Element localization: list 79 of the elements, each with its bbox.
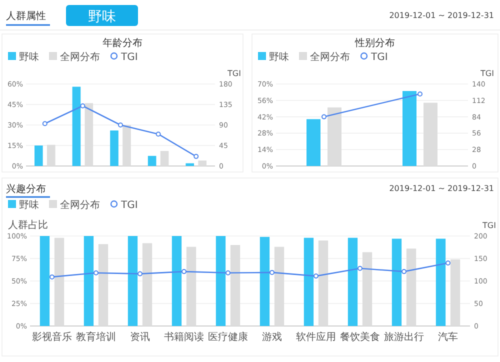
bar [142, 243, 152, 326]
bar [172, 236, 182, 326]
bar [392, 238, 402, 326]
bar [40, 236, 50, 326]
point [50, 274, 54, 280]
legend-label: 野味 [19, 51, 39, 63]
bar [46, 144, 56, 166]
legend-label: TGI [120, 52, 138, 63]
point [194, 154, 199, 159]
y2-axis-title: TGI [226, 69, 241, 78]
point [118, 122, 123, 128]
bar [84, 236, 94, 326]
x-tick-label: 影视音乐 [32, 331, 72, 343]
bar [306, 119, 320, 166]
y-axis-title: 人群占比 [8, 219, 48, 231]
text: 人群属性 [6, 10, 46, 22]
y2-axis-title: TGI [482, 221, 496, 230]
bar [34, 146, 43, 166]
bar [72, 86, 81, 166]
x-tick-label: 资讯 [130, 331, 150, 343]
x-tick-label: 旅游出行 [384, 331, 424, 343]
bar [230, 245, 240, 326]
legend-label: 野味 [19, 199, 39, 211]
legend-label: 野味 [269, 51, 289, 63]
chart-title: 性别分布 [354, 37, 395, 49]
x-tick-label: 餐饮美食 [340, 331, 380, 343]
x-tick-label: 医疗健康 [208, 331, 248, 343]
x-tick-label: 软件应用 [296, 331, 336, 343]
bar [402, 91, 416, 166]
bar [216, 236, 226, 326]
point [94, 270, 98, 276]
bar [328, 107, 342, 166]
point [270, 270, 274, 275]
point [156, 132, 161, 137]
point [42, 121, 48, 126]
bar [318, 240, 328, 326]
bar [54, 238, 64, 326]
point [446, 260, 450, 266]
x-tick-label: 教育培训 [76, 331, 116, 343]
bar [128, 236, 138, 326]
text: 2019-12-01 ~ 2019-12-31 [389, 184, 494, 193]
bar [304, 238, 314, 326]
bar [148, 156, 156, 166]
x-tick-label: 汽车 [438, 331, 458, 343]
y2-axis-title: TGI [480, 69, 494, 78]
legend-label: TGI [370, 52, 388, 63]
x-tick-label: 书籍阅读 [164, 331, 204, 343]
bar [98, 244, 108, 326]
bar [198, 160, 206, 166]
bar [186, 246, 196, 326]
bar [122, 125, 131, 166]
point [182, 269, 186, 274]
text: 野味 [88, 9, 116, 25]
bar [186, 163, 194, 166]
point [226, 270, 230, 276]
bar [436, 238, 446, 326]
x-tick-label: 游戏 [262, 331, 282, 343]
legend-label: 全网分布 [310, 51, 350, 63]
legend-label: 全网分布 [60, 51, 100, 63]
legend-label: TGI [120, 200, 138, 211]
text: 2019-12-01 ~ 2019-12-31 [389, 11, 494, 20]
legend-label: 全网分布 [60, 199, 100, 211]
chart-title: 年龄分布 [102, 37, 142, 49]
point [358, 266, 362, 271]
bar [260, 236, 270, 326]
point [402, 269, 406, 274]
point [80, 103, 86, 108]
bar [84, 103, 94, 166]
point [314, 274, 318, 279]
bar [348, 238, 358, 326]
bar [274, 246, 284, 326]
point [138, 271, 142, 276]
chart-title: 兴趣分布 [6, 183, 46, 195]
bar [406, 248, 416, 326]
bar [160, 150, 169, 166]
bar [110, 130, 118, 166]
bar [424, 102, 438, 166]
bar [450, 259, 460, 326]
bar [362, 252, 372, 326]
